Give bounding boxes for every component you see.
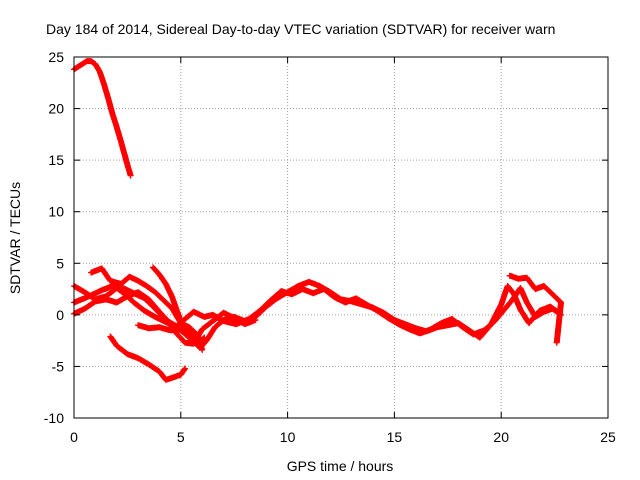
y-tick-label: 10 (48, 204, 64, 220)
y-tick-label: 25 (48, 49, 64, 65)
series-track-9 (506, 272, 564, 346)
x-tick-label: 0 (70, 429, 78, 445)
series-track-8 (107, 333, 189, 383)
y-tick-label: 15 (48, 152, 64, 168)
y-tick-label: 5 (56, 255, 64, 271)
axis-ticks: 0 5 10 15 20 25 -10 -5 0 5 10 15 20 25 (44, 49, 616, 445)
y-tick-label: -5 (52, 358, 65, 374)
y-axis-label: SDTVAR / TECUs (7, 182, 23, 294)
x-tick-label: 25 (600, 429, 616, 445)
plot-frame (73, 56, 609, 419)
y-tick-label: 20 (48, 101, 64, 117)
series-track-6 (150, 264, 208, 345)
x-tick-label: 15 (387, 429, 403, 445)
data-series (71, 58, 564, 383)
x-tick-label: 10 (280, 429, 296, 445)
y-tick-label: -10 (44, 410, 64, 426)
chart-title: Day 184 of 2014, Sidereal Day-to-day VTE… (46, 21, 555, 37)
grid-lines (74, 57, 608, 418)
series-track-7 (135, 322, 191, 334)
x-axis-label: GPS time / hours (287, 458, 394, 474)
series-track-4 (71, 289, 259, 347)
y-tick-label: 0 (56, 307, 64, 323)
x-tick-label: 20 (493, 429, 509, 445)
x-tick-label: 5 (177, 429, 185, 445)
